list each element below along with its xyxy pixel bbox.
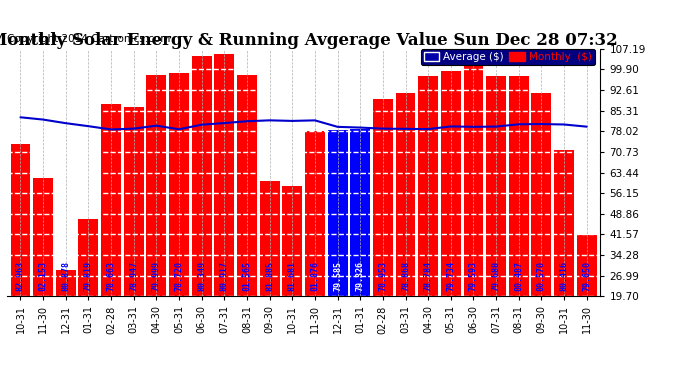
Bar [33, 178, 53, 352]
Bar [509, 76, 529, 352]
Bar [192, 56, 212, 352]
Text: 78.784: 78.784 [424, 261, 433, 291]
Text: 78.868: 78.868 [401, 261, 410, 291]
Text: 80.570: 80.570 [537, 261, 546, 291]
Bar [418, 76, 438, 352]
Bar [328, 130, 348, 352]
Bar [351, 129, 371, 352]
Text: 82.153: 82.153 [39, 261, 48, 291]
Text: 81.876: 81.876 [310, 261, 319, 291]
Bar [101, 105, 121, 352]
Bar [169, 74, 189, 352]
Text: 81.885: 81.885 [265, 261, 274, 291]
Bar [282, 186, 302, 352]
Bar [531, 93, 551, 352]
Bar [577, 236, 597, 352]
Text: 79.650: 79.650 [582, 261, 591, 291]
Bar [56, 270, 76, 352]
Text: 80.349: 80.349 [197, 261, 206, 291]
Text: 78.953: 78.953 [378, 261, 387, 291]
Bar [10, 144, 30, 352]
Text: 80.416: 80.416 [560, 261, 569, 291]
Bar [259, 181, 279, 352]
Title: Monthly Solar Energy & Running Avgerage Value Sun Dec 28 07:32: Monthly Solar Energy & Running Avgerage … [0, 32, 618, 49]
Bar [486, 76, 506, 352]
Text: 80.487: 80.487 [514, 261, 523, 291]
Bar [464, 49, 484, 352]
Text: 81.681: 81.681 [288, 261, 297, 291]
Bar [395, 93, 415, 352]
Bar [351, 129, 371, 352]
Bar [305, 131, 325, 352]
Text: 79.999: 79.999 [152, 261, 161, 291]
Bar [441, 71, 461, 352]
Text: 78.663: 78.663 [106, 261, 116, 291]
Text: 80.878: 80.878 [61, 261, 70, 291]
Bar [215, 54, 235, 352]
Bar [554, 150, 574, 352]
Text: 78.720: 78.720 [175, 261, 184, 291]
Bar [146, 75, 166, 352]
Bar [79, 219, 99, 352]
Text: 79.819: 79.819 [84, 261, 93, 291]
Text: 80.917: 80.917 [220, 261, 229, 291]
Text: 79.593: 79.593 [469, 261, 478, 291]
Text: Copyright 2014 Cartronics.com: Copyright 2014 Cartronics.com [7, 34, 170, 44]
Text: 79.326: 79.326 [356, 261, 365, 291]
Text: 79.680: 79.680 [491, 261, 501, 291]
Text: 82.963: 82.963 [16, 261, 25, 291]
Text: 79.585: 79.585 [333, 261, 342, 291]
Bar [328, 130, 348, 352]
Legend: Average ($), Monthly  ($): Average ($), Monthly ($) [420, 49, 595, 65]
Text: 78.947: 78.947 [129, 261, 138, 291]
Text: 81.565: 81.565 [242, 261, 251, 291]
Bar [124, 107, 144, 352]
Bar [237, 75, 257, 352]
Text: 79.734: 79.734 [446, 261, 455, 291]
Bar [373, 99, 393, 352]
